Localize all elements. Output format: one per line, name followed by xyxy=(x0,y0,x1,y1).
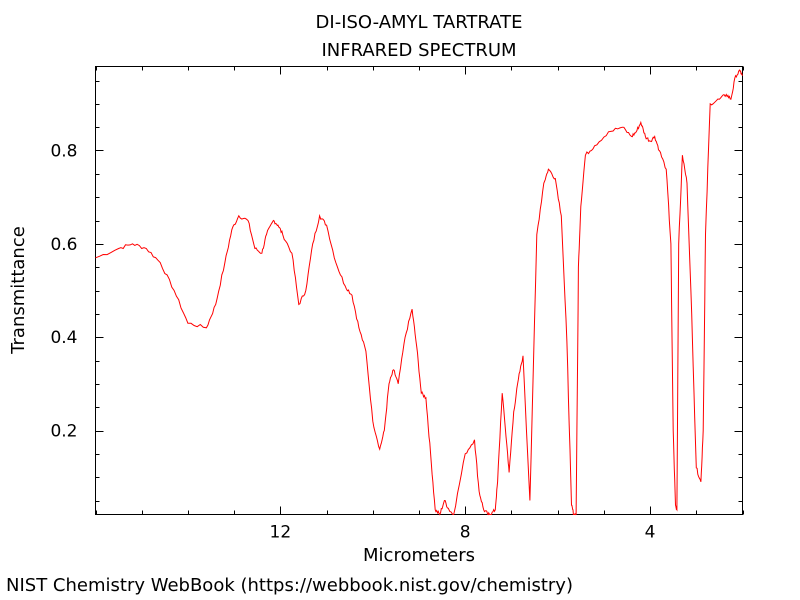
y-tick-label: 0.6 xyxy=(50,235,77,255)
y-axis-label: Transmittance xyxy=(8,226,29,355)
y-tick-label: 0.8 xyxy=(50,142,77,162)
y-axis-ticks: 0.2 0.4 0.6 0.8 xyxy=(50,81,743,502)
plot-frame xyxy=(95,66,743,515)
x-tick-label: 8 xyxy=(460,523,471,543)
x-tick-label: 12 xyxy=(270,523,292,543)
x-tick-label: 4 xyxy=(645,523,656,543)
y-tick-label: 0.2 xyxy=(50,422,77,442)
spectrum-line xyxy=(95,69,743,516)
credit-text: NIST Chemistry WebBook (https://webbook.… xyxy=(6,575,573,596)
chart-title-line2: INFRARED SPECTRUM xyxy=(321,40,516,61)
x-axis-label: Micrometers xyxy=(363,545,475,566)
y-tick-label: 0.4 xyxy=(50,328,77,348)
x-axis-ticks: 12 8 4 xyxy=(96,66,744,543)
chart-title-line1: DI-ISO-AMYL TARTRATE xyxy=(316,12,523,33)
